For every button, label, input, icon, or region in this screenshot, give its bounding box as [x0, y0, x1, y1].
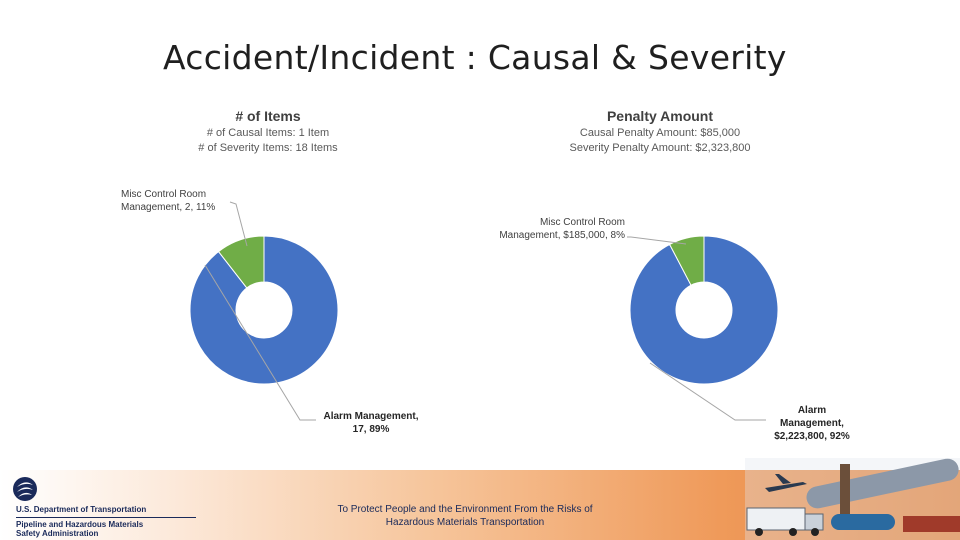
chart-2-alarm-leader	[649, 362, 766, 421]
chart-1-misc-leader	[229, 201, 248, 247]
chart-2-alarm-label-line-1: Alarm	[797, 405, 827, 416]
truck-icon	[746, 507, 806, 531]
chart-2-subtitle-2: Severity Penalty Amount: $2,323,800	[569, 142, 751, 154]
agency-name-line-2: Safety Administration	[16, 529, 99, 538]
chart-2-title: Penalty Amount	[606, 108, 714, 124]
chart-2-alarm-label-line-3: $2,223,800, 92%	[774, 431, 850, 442]
chart-2-misc-label-line-1: Misc Control Room	[539, 217, 625, 228]
chart-2-alarm-label: Alarm Management, $2,223,800, 92%	[762, 404, 862, 443]
chart-1-alarm-leader	[204, 264, 316, 421]
chart-1-slice-alarm-management	[189, 235, 339, 385]
chart-2-slice-alarm-management	[629, 235, 779, 385]
chart-1-misc-label-line-1: Misc Control Room	[121, 189, 207, 200]
chart-1-title: # of Items	[235, 108, 301, 124]
dot-logo-icon	[13, 477, 37, 501]
chart-1-donut	[189, 235, 339, 385]
chart-1-alarm-label-line-1: Alarm Management,	[323, 411, 419, 422]
mission-line-1: To Protect People and the Environment Fr…	[337, 504, 593, 515]
chart-2-subtitle-1: Causal Penalty Amount: $85,000	[579, 127, 741, 139]
mission-line-2: Hazardous Materials Transportation	[385, 517, 545, 528]
chart-2-header: Penalty Amount Causal Penalty Amount: $8…	[550, 108, 770, 156]
mission-statement: To Protect People and the Environment Fr…	[300, 503, 630, 529]
chart-1-slice-misc-control-room	[217, 235, 265, 289]
chart-1-alarm-label-line-2: 17, 89%	[352, 424, 390, 435]
slide-title: Accident/Incident : Causal & Severity	[163, 38, 787, 77]
chart-2-misc-leader	[627, 236, 687, 245]
chart-2-misc-label-line-2: Management, $185,000, 8%	[499, 230, 625, 241]
transportation-collage-image	[745, 458, 960, 540]
chart-2-slice-misc-control-room	[668, 235, 705, 286]
department-name: U.S. Department of Transportation	[16, 505, 147, 514]
chart-2-donut	[629, 235, 779, 385]
agency-name-line-1: Pipeline and Hazardous Materials	[16, 520, 144, 529]
footer-divider	[16, 517, 196, 518]
chart-1-misc-label: Misc Control Room Management, 2, 11%	[121, 188, 215, 214]
ship-icon	[903, 516, 960, 532]
chart-1-misc-label-line-2: Management, 2, 11%	[121, 202, 216, 213]
chart-1-subtitle-2: # of Severity Items: 18 Items	[198, 142, 338, 154]
tanker-railcar-icon	[831, 514, 895, 530]
chart-2-alarm-label-line-2: Management,	[780, 418, 844, 429]
chart-1-header: # of Items # of Causal Items: 1 Item # o…	[168, 108, 368, 156]
chart-1-subtitle-1: # of Causal Items: 1 Item	[206, 127, 330, 139]
chart-2-misc-label: Misc Control Room Management, $185,000, …	[487, 216, 625, 242]
chart-1-alarm-label: Alarm Management, 17, 89%	[312, 410, 430, 436]
airplane-icon	[765, 474, 807, 492]
